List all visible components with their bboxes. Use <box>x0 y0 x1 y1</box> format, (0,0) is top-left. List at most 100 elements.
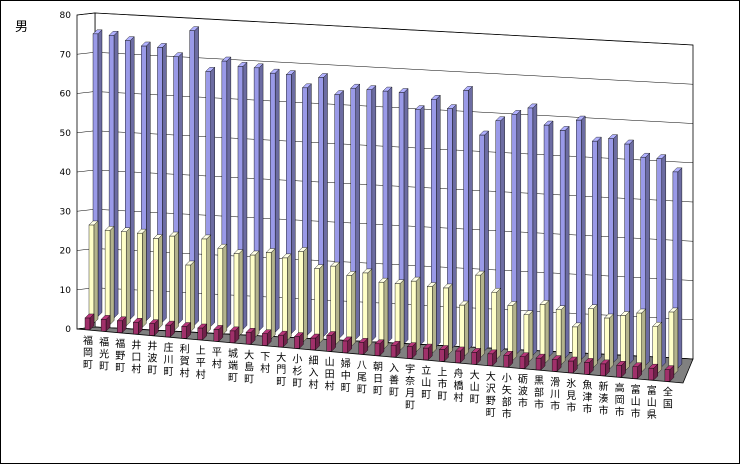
x-category-label: 宇奈月町 <box>405 363 415 412</box>
bar <box>463 85 473 350</box>
bar-front <box>249 254 256 338</box>
bar-front <box>406 346 413 359</box>
bar <box>152 234 163 330</box>
bar <box>471 347 482 365</box>
bar <box>636 308 647 373</box>
bar-top <box>169 231 180 237</box>
bar-side <box>206 234 211 334</box>
bar-side <box>528 310 534 363</box>
bar <box>438 345 449 362</box>
bar-front <box>471 352 477 365</box>
bar-top <box>511 110 522 115</box>
bar-side <box>645 152 650 366</box>
bar-top <box>479 130 490 136</box>
bar-top <box>652 322 663 327</box>
gridline-side <box>76 209 96 212</box>
x-category-label: 上平村 <box>196 345 206 381</box>
bar-side <box>613 134 618 363</box>
bar-top <box>245 328 256 333</box>
bar-top <box>398 88 409 93</box>
bar-side <box>629 139 634 365</box>
bar-side <box>448 283 453 356</box>
bar <box>567 356 578 374</box>
bar-side <box>113 30 119 319</box>
x-category-label: 婦中町 <box>341 358 351 394</box>
bar <box>455 346 465 364</box>
bar-side <box>287 253 292 341</box>
bar-front <box>153 238 159 330</box>
bar-side <box>242 61 248 330</box>
x-category-label: 小杉町 <box>292 354 302 390</box>
bar-side <box>319 264 324 344</box>
x-category-label: 富山県 <box>647 384 657 421</box>
bar <box>165 320 176 338</box>
bar-side <box>500 116 505 353</box>
bar-top <box>535 353 546 359</box>
bar-front <box>104 230 111 325</box>
bar <box>632 362 643 379</box>
bar-side <box>194 26 199 326</box>
bar-side <box>387 86 393 343</box>
bar-front <box>185 264 191 332</box>
y-tick-label: 50 <box>60 129 72 139</box>
bar-top <box>156 43 167 48</box>
bar-top <box>382 86 393 92</box>
bar-top <box>672 167 683 173</box>
bar-front <box>410 280 417 352</box>
bar-side <box>109 225 115 325</box>
bar-top <box>116 316 127 322</box>
y-tick-label: 30 <box>60 207 72 217</box>
bar-top <box>165 320 176 326</box>
x-category-label: 福岡町 <box>83 334 93 371</box>
bar <box>253 63 264 332</box>
bar-top <box>197 323 208 329</box>
bar-side <box>593 304 598 369</box>
bar-side <box>452 104 457 349</box>
x-category-label: 福光町 <box>99 335 109 372</box>
y-tick-label: 70 <box>60 50 72 60</box>
bar-top <box>148 319 159 324</box>
bar-top <box>285 70 296 75</box>
bar <box>148 319 159 336</box>
bar-top <box>414 105 425 110</box>
y-tick-label: 40 <box>60 168 72 178</box>
y-tick-label: 80 <box>60 11 72 21</box>
bar <box>120 227 131 327</box>
bar-front <box>487 353 493 366</box>
bar-front <box>346 275 352 347</box>
bar <box>350 83 361 340</box>
x-category-label: 利賀村 <box>180 344 190 380</box>
bar <box>169 231 180 331</box>
bar-top <box>201 234 212 240</box>
bar-side <box>577 322 582 367</box>
bar-front <box>664 369 671 382</box>
bar-side <box>641 308 646 373</box>
bar-top <box>318 73 328 78</box>
bar-side <box>97 29 103 317</box>
bar-front <box>374 343 381 356</box>
bar-front <box>584 362 590 375</box>
bar-top <box>229 326 240 332</box>
bar <box>571 322 582 367</box>
bar-side <box>323 72 328 338</box>
bar-top <box>503 351 514 356</box>
bar-front <box>326 335 332 352</box>
bar <box>495 116 506 353</box>
chart-bars <box>84 26 683 382</box>
bar-top <box>459 300 469 306</box>
bar-front <box>314 268 320 344</box>
bar-top <box>205 67 216 72</box>
bar-side <box>383 277 389 350</box>
bar-top <box>253 63 264 69</box>
bar <box>459 300 469 357</box>
bar-side <box>484 130 489 352</box>
x-category-label: 立山町 <box>421 364 431 401</box>
y-tick-label: 10 <box>60 286 72 296</box>
bar-top <box>221 56 232 62</box>
bar <box>648 363 659 381</box>
bar-top <box>507 301 518 306</box>
bar-top <box>265 248 276 253</box>
bar-top <box>108 31 119 36</box>
x-category-label: 大沢野町 <box>486 370 496 419</box>
bar <box>88 220 99 324</box>
